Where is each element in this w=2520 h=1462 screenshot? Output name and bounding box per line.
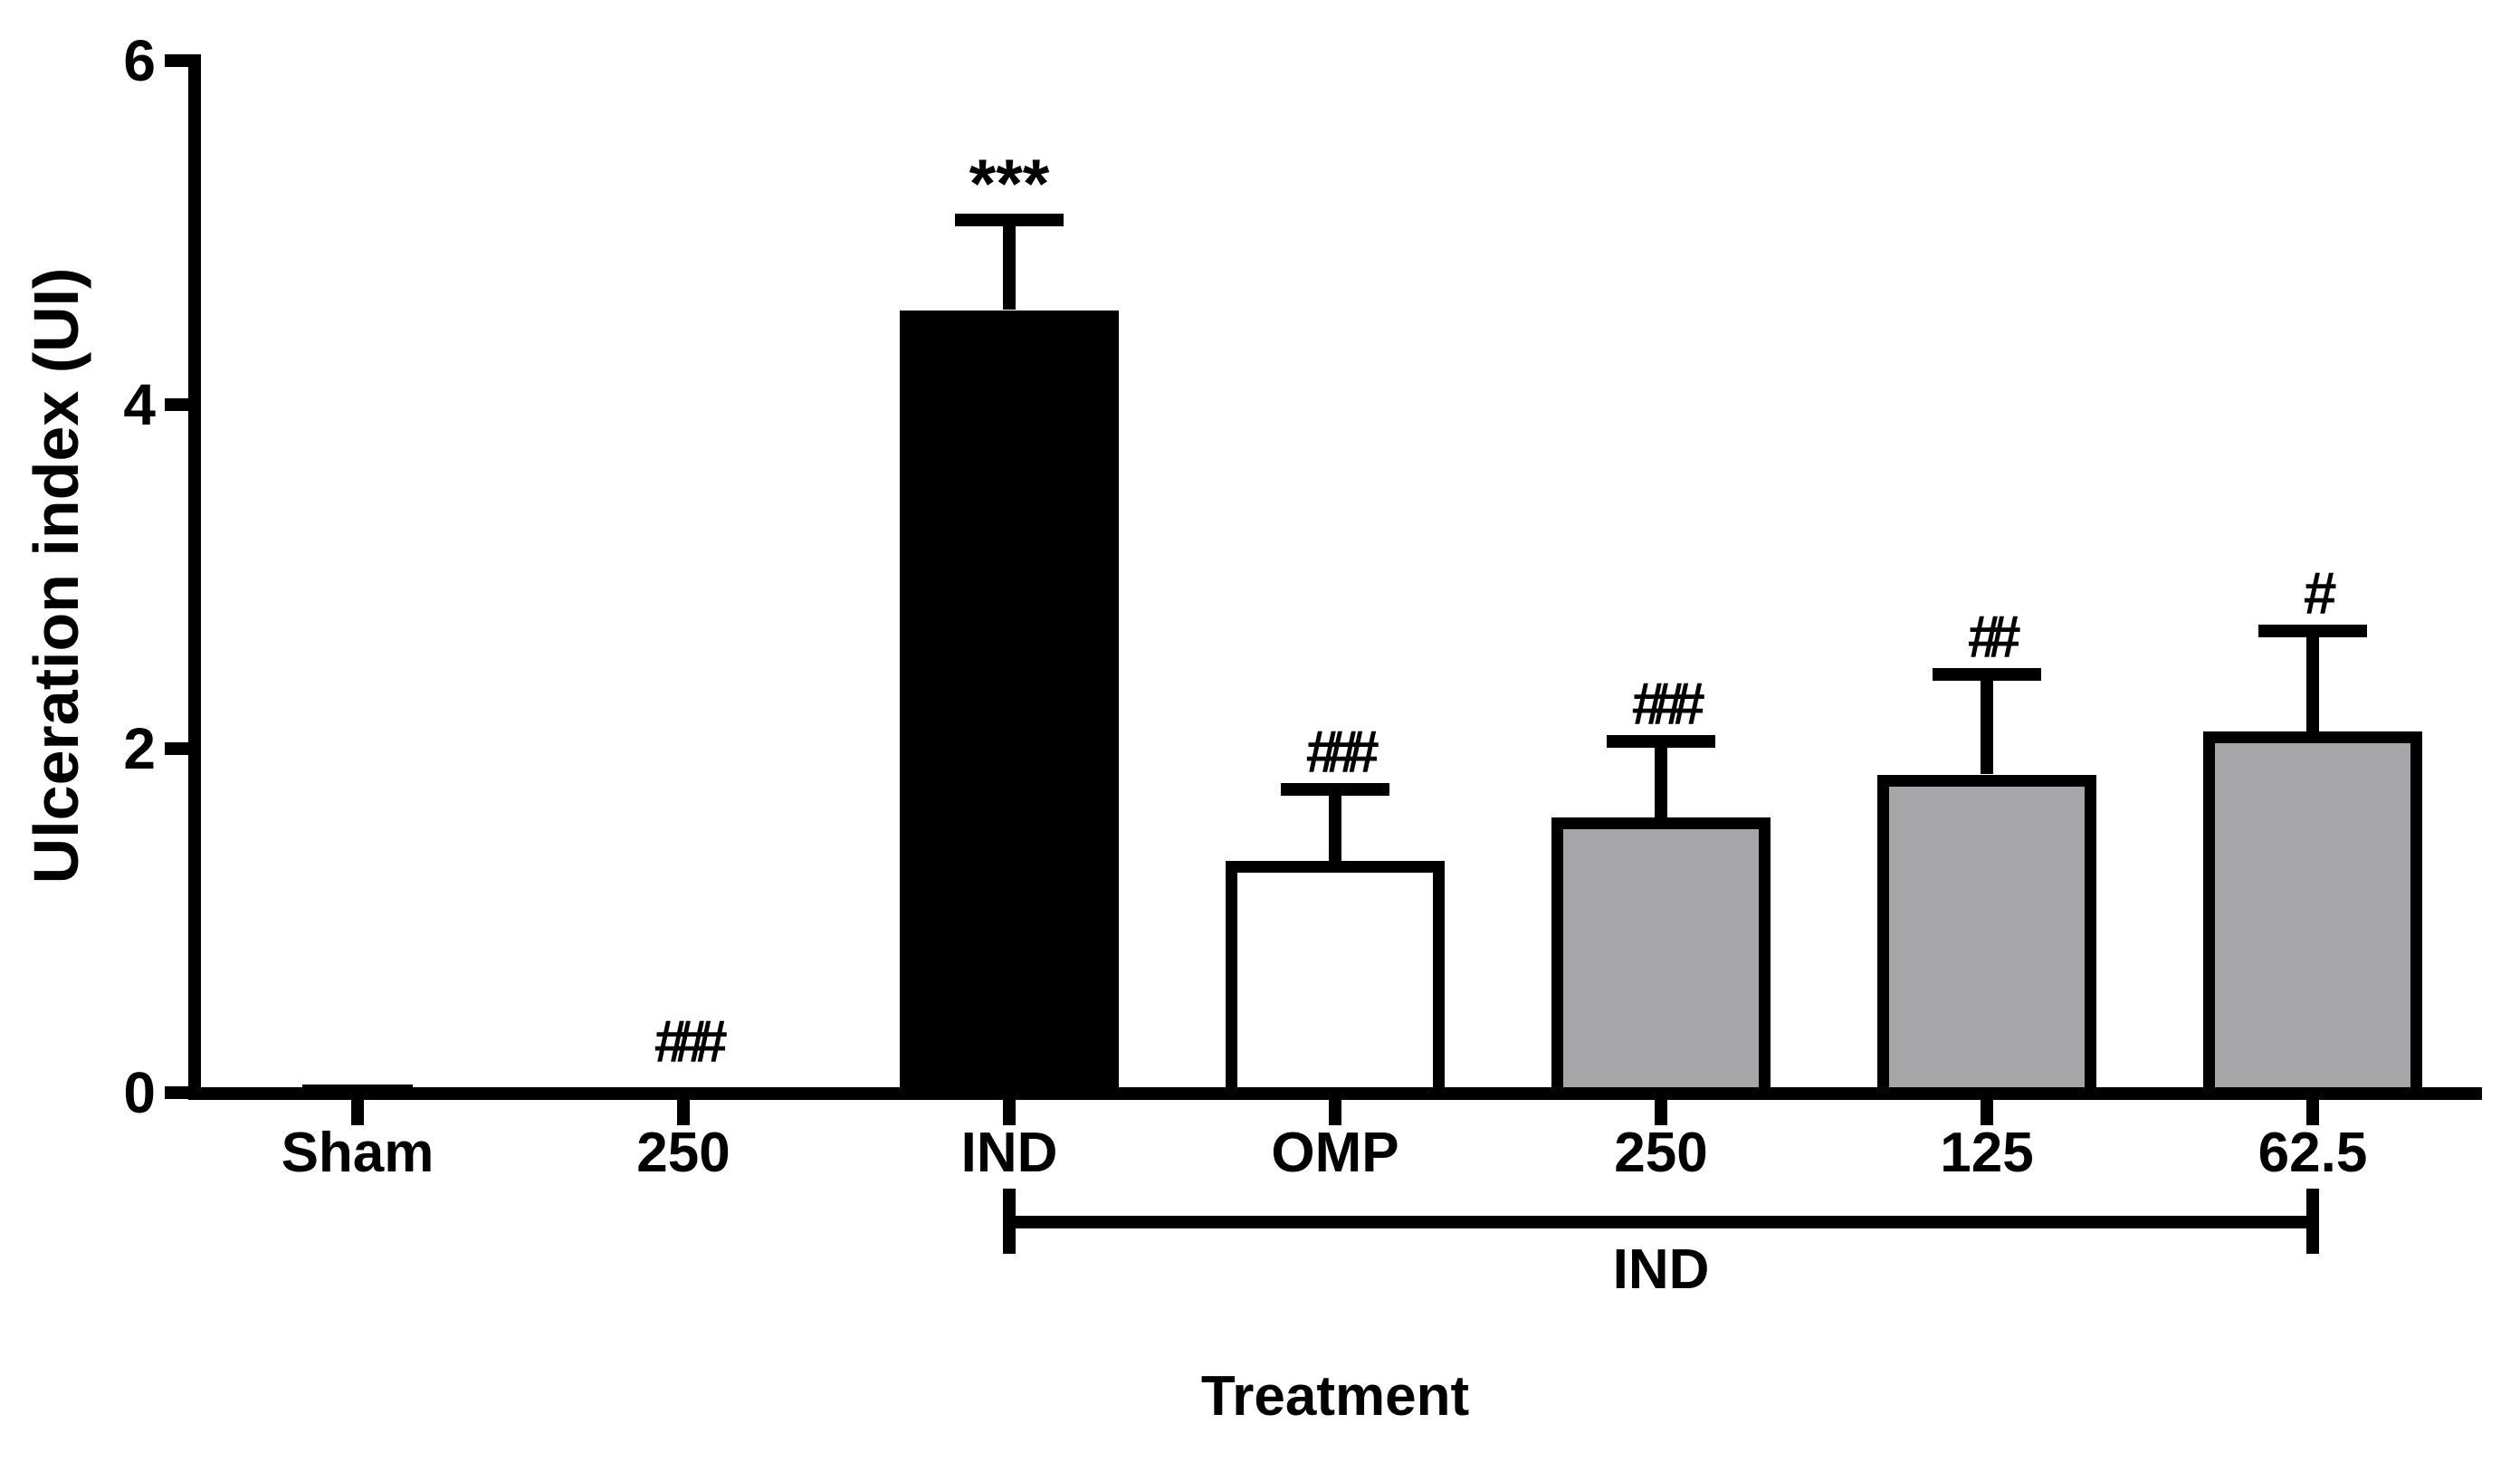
bar-sham (302, 1084, 413, 1099)
x-tick-label: 250 (1614, 1122, 1708, 1184)
x-tick-label: IND (960, 1122, 1058, 1184)
group-bracket-cap (2306, 1189, 2319, 1254)
y-tick-label: 4 (123, 372, 156, 437)
x-tick-label: OMP (1271, 1122, 1399, 1184)
y-tick (165, 398, 188, 411)
y-axis-line (188, 54, 201, 1100)
significance-annotation: # (2302, 559, 2336, 627)
error-bar-stem (1003, 214, 1016, 311)
x-tick (1329, 1100, 1341, 1125)
x-tick (677, 1100, 690, 1125)
x-tick-label: 62.5 (2258, 1122, 2368, 1184)
x-axis-title: Treatment (1200, 1365, 1470, 1428)
y-tick (165, 1086, 188, 1099)
x-tick (351, 1100, 364, 1125)
group-bracket-line (1003, 1216, 2319, 1228)
significance-annotation: ### (1630, 669, 1704, 737)
x-tick (1981, 1100, 1993, 1125)
error-bar-cap (1607, 734, 1715, 748)
bar-omp (1226, 860, 1445, 1099)
error-bar-stem (1655, 734, 1667, 817)
error-bar-cap (1281, 783, 1389, 796)
error-bar-stem (2306, 625, 2319, 731)
x-tick-label: Sham (281, 1122, 434, 1184)
x-tick (2306, 1100, 2319, 1125)
bar-ind (900, 310, 1119, 1099)
significance-annotation: ## (1966, 602, 2020, 670)
error-bar-stem (1981, 667, 1993, 775)
x-tick-label: 125 (1940, 1122, 2034, 1184)
y-tick (165, 742, 188, 755)
x-tick (1003, 1100, 1016, 1125)
y-tick-label: 0 (123, 1060, 156, 1125)
y-tick (165, 54, 188, 67)
group-bracket-cap (1003, 1189, 1016, 1254)
significance-annotation: ### (1304, 718, 1379, 785)
significance-annotation: *** (969, 146, 1050, 224)
error-bar-cap (2258, 625, 2367, 638)
group-bracket-label: IND (1612, 1238, 1710, 1301)
bar-62.5 (2203, 731, 2422, 1099)
x-tick-label: 250 (636, 1122, 730, 1184)
error-bar-cap (955, 214, 1064, 227)
x-tick (1655, 1100, 1667, 1125)
y-tick-label: 6 (123, 28, 156, 93)
significance-annotation: ### (653, 1008, 727, 1075)
y-tick-label: 2 (123, 716, 156, 781)
bar-250 (1551, 817, 1771, 1099)
error-bar-stem (1329, 783, 1341, 861)
bar-125 (1877, 774, 2096, 1099)
error-bar-cap (1933, 667, 2041, 681)
